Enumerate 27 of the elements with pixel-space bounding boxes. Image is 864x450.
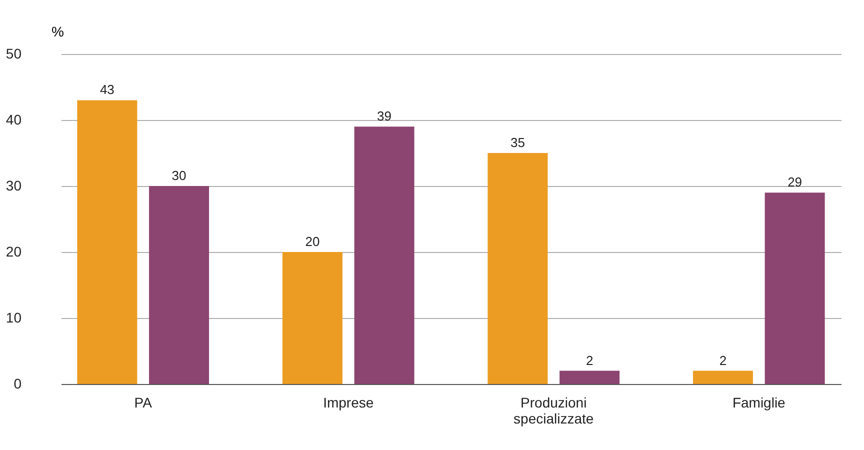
- data-label: 30: [172, 168, 186, 183]
- bar: [77, 100, 138, 384]
- data-label: 20: [305, 234, 320, 249]
- bar: [764, 192, 825, 384]
- y-tick-label: 30: [6, 178, 22, 194]
- data-label: 2: [719, 352, 727, 368]
- bar: [488, 153, 548, 384]
- data-label: 35: [510, 135, 525, 150]
- y-axis-title: %: [52, 24, 64, 40]
- x-tick-label: Produzioni specializzate: [514, 394, 594, 426]
- x-tick-label: Famiglie: [732, 394, 786, 410]
- bar: [692, 370, 753, 384]
- data-label: 29: [788, 174, 802, 190]
- y-tick-label: 20: [6, 244, 22, 260]
- bar: [560, 370, 620, 384]
- bar: [354, 126, 414, 384]
- bar: [149, 186, 210, 384]
- y-tick-label: 40: [6, 112, 22, 128]
- data-label: 39: [377, 108, 392, 124]
- x-tick-label: Imprese: [323, 394, 374, 410]
- data-label: 2: [586, 352, 594, 368]
- x-tick-label: PA: [134, 394, 153, 410]
- y-tick-label: 50: [6, 46, 22, 62]
- data-label: 43: [100, 82, 114, 98]
- y-tick-label: 0: [14, 376, 22, 392]
- bar: [282, 252, 342, 384]
- y-tick-label: 10: [6, 310, 22, 326]
